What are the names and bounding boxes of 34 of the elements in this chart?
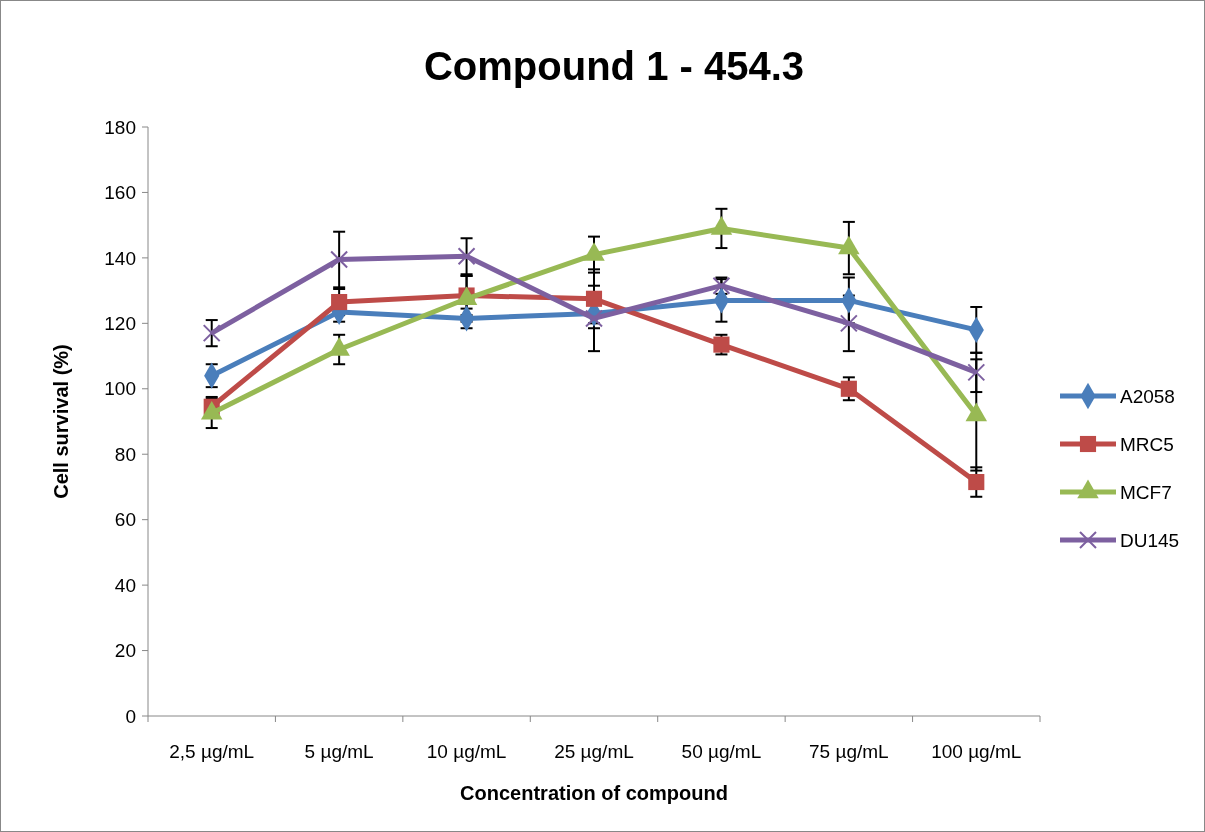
chart-title: Compound 1 - 454.3 — [423, 44, 805, 88]
point — [840, 380, 857, 397]
x-axis-title: Concentration of compound — [460, 782, 728, 804]
x-tick-label: 25 µg/mL — [554, 741, 634, 762]
point — [968, 473, 985, 491]
y-tick-label: 80 — [114, 443, 136, 465]
y-tick-label: 0 — [125, 705, 136, 727]
point — [331, 294, 348, 311]
y-axis-title: Cell survival (%) — [50, 344, 72, 499]
point — [202, 324, 221, 343]
point — [457, 247, 476, 266]
y-tick-label: 20 — [114, 640, 136, 662]
x-tick-label: 5 µg/mL — [304, 741, 374, 762]
point — [585, 290, 603, 307]
x-tick-label: 10 µg/mL — [426, 741, 507, 762]
y-tick-label: 40 — [114, 574, 136, 596]
y-tick-label: 140 — [104, 247, 136, 269]
point — [330, 250, 349, 269]
y-tick-label: 100 — [104, 378, 136, 400]
point — [585, 309, 603, 328]
legend-label: DU145 — [1120, 529, 1180, 551]
y-tick-label: 160 — [104, 182, 136, 204]
legend-label: A2058 — [1120, 385, 1175, 407]
x-tick-label: 100 µg/mL — [931, 741, 1022, 762]
point — [839, 314, 858, 333]
x-tick-label: 2,5 µg/mL — [169, 741, 255, 762]
point — [967, 363, 986, 382]
legend-label: MCF7 — [1120, 481, 1172, 503]
y-tick-label: 180 — [104, 116, 136, 138]
x-tick-label: 75 µg/mL — [809, 741, 889, 762]
x-tick-label: 50 µg/mL — [681, 741, 762, 762]
y-tick-label: 60 — [114, 509, 136, 531]
legend-label: MRC5 — [1120, 433, 1174, 455]
y-tick-label: 120 — [104, 312, 136, 334]
